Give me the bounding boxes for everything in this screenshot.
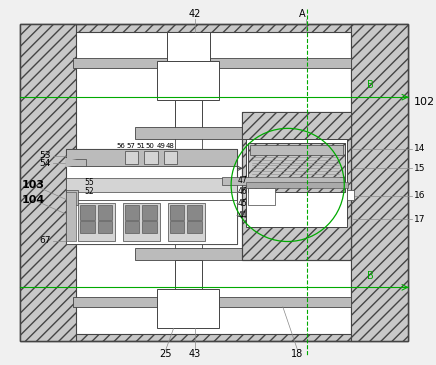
Text: 51: 51 — [136, 143, 145, 149]
Bar — [143, 205, 157, 220]
Bar — [66, 200, 237, 245]
Bar — [66, 190, 78, 205]
Text: 54: 54 — [39, 159, 51, 168]
Bar — [174, 100, 202, 131]
Bar — [66, 178, 237, 192]
Text: 57: 57 — [126, 143, 135, 149]
Bar — [73, 32, 351, 334]
Text: 50: 50 — [146, 143, 155, 149]
Bar — [174, 260, 202, 289]
Bar — [246, 139, 347, 227]
Bar — [98, 221, 112, 233]
Bar — [168, 203, 205, 241]
Bar — [73, 58, 351, 68]
Bar — [125, 205, 140, 220]
Text: 56: 56 — [116, 143, 126, 149]
Bar — [250, 145, 343, 155]
Bar — [242, 112, 351, 139]
Bar — [20, 24, 408, 341]
Text: 52: 52 — [84, 187, 93, 196]
Bar — [20, 24, 76, 341]
Bar — [144, 151, 158, 165]
Text: 47: 47 — [238, 176, 248, 185]
Bar — [78, 203, 115, 241]
Text: B: B — [367, 270, 374, 281]
Text: 67: 67 — [39, 236, 51, 245]
Text: 102: 102 — [413, 97, 435, 107]
Text: 48: 48 — [165, 143, 174, 149]
Text: 45: 45 — [238, 199, 248, 208]
Bar — [248, 143, 345, 192]
Bar — [167, 32, 210, 61]
Text: 44: 44 — [238, 211, 248, 220]
Bar — [135, 248, 242, 260]
Text: 49: 49 — [157, 143, 165, 149]
Bar — [135, 127, 242, 139]
Bar — [80, 221, 95, 233]
Text: 43: 43 — [189, 349, 201, 359]
Text: 17: 17 — [413, 215, 425, 224]
Bar — [80, 205, 95, 220]
Bar — [242, 112, 351, 260]
Bar — [187, 205, 202, 220]
Bar — [123, 203, 160, 241]
Bar — [222, 177, 344, 185]
Text: 16: 16 — [413, 191, 425, 200]
Bar — [125, 221, 140, 233]
Text: 15: 15 — [413, 164, 425, 173]
Bar — [187, 221, 202, 233]
Bar — [347, 190, 354, 200]
Text: 25: 25 — [160, 349, 172, 359]
Text: A: A — [299, 9, 306, 19]
Bar — [246, 182, 348, 188]
Text: 104: 104 — [21, 195, 45, 204]
Text: 53: 53 — [39, 151, 51, 160]
Text: 18: 18 — [291, 349, 303, 359]
Bar — [157, 289, 219, 328]
Bar — [66, 149, 237, 245]
Bar — [66, 149, 237, 166]
Bar — [170, 221, 184, 233]
Bar — [143, 221, 157, 233]
Bar — [351, 24, 408, 341]
Text: 42: 42 — [189, 9, 201, 19]
Bar — [66, 159, 86, 166]
Text: 55: 55 — [84, 177, 94, 187]
Bar — [170, 205, 184, 220]
Text: 14: 14 — [413, 144, 425, 153]
Bar — [164, 151, 177, 165]
Bar — [157, 61, 219, 100]
Bar — [248, 143, 345, 192]
Bar — [98, 205, 112, 220]
Bar — [248, 188, 275, 205]
Bar — [73, 297, 351, 307]
Polygon shape — [66, 159, 86, 166]
Bar — [242, 112, 351, 139]
Text: B: B — [367, 80, 374, 91]
Bar — [66, 192, 76, 241]
Text: 46: 46 — [238, 187, 248, 196]
Bar — [242, 112, 351, 260]
Bar — [20, 24, 408, 341]
Text: 103: 103 — [21, 180, 44, 190]
Bar — [125, 151, 139, 165]
